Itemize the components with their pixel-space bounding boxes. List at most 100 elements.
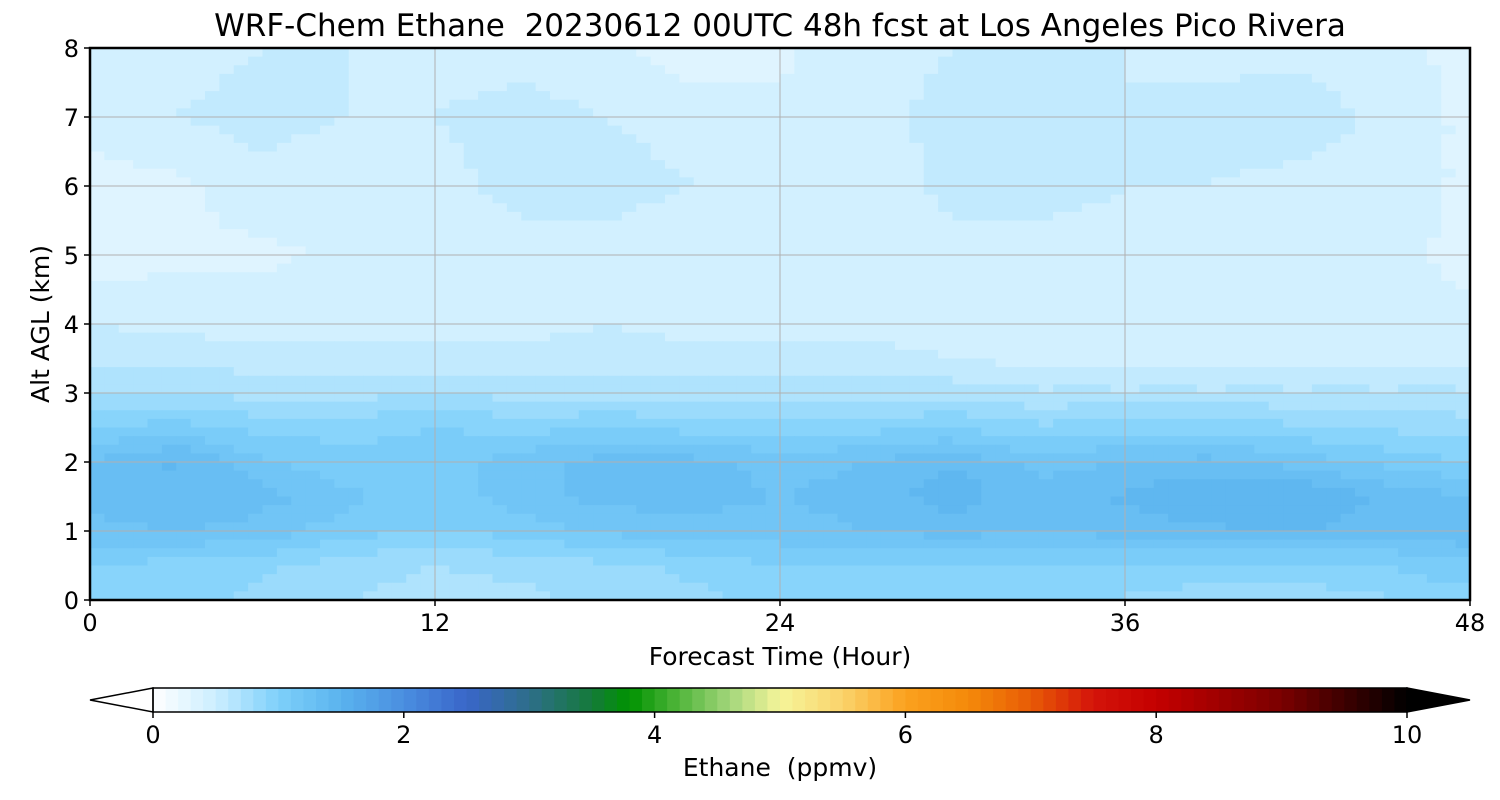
heat-cell [219,160,235,170]
heat-cell [1182,315,1198,325]
heat-cell [794,177,810,187]
heat-cell [722,289,738,299]
heat-cell [851,272,867,282]
heat-cell [104,142,120,153]
heat-cell [219,56,235,66]
heat-cell [564,48,580,58]
heat-cell [751,479,767,489]
heat-cell [1326,324,1342,334]
heat-cell [1254,186,1270,196]
heat-cell [578,453,594,463]
heat-cell [736,453,752,463]
heat-cell [363,151,379,161]
heat-cell [320,65,335,75]
heat-cell [895,410,910,420]
heat-cell [219,315,235,325]
heat-cell [205,203,220,213]
heat-cell [995,436,1011,446]
heat-cell [420,186,436,196]
heat-cell [1125,82,1140,92]
heat-cell [535,65,551,75]
heat-cell [593,82,609,92]
heat-cell [1010,237,1025,247]
heat-cell [1125,324,1140,334]
heat-cell [262,306,278,316]
heat-cell [104,160,120,170]
heat-cell [593,220,609,230]
heat-cell [147,349,163,360]
heat-cell [535,91,551,101]
heat-cell [1412,427,1428,437]
heat-cell [981,289,997,299]
heat-cell [205,384,220,394]
heat-cell [823,99,839,109]
heat-cell [1297,125,1313,135]
heat-cell [90,479,105,489]
heat-cell [1225,367,1241,377]
heat-cell [1254,462,1270,472]
heat-cell [708,255,724,265]
heat-cell [909,263,925,273]
heat-cell [650,401,666,411]
heat-cell [693,462,709,472]
heat-cell [521,289,537,299]
heat-cell [463,246,479,256]
heat-cell [118,298,134,308]
heat-cell [118,272,134,282]
heat-cell [1196,263,1212,273]
heat-cell [133,246,149,256]
heat-cell [866,479,882,489]
heat-cell [161,177,177,187]
heat-cell [377,418,393,429]
heat-cell [1067,453,1083,463]
heat-cell [118,65,134,75]
heat-cell [334,298,350,308]
heat-cell [1053,203,1069,213]
heat-cell [607,280,623,291]
heat-cell [449,82,465,92]
heat-cell [1067,315,1083,325]
heat-cell [650,263,666,273]
heat-cell [435,246,450,256]
heat-cell [104,487,120,498]
heat-cell [1153,384,1169,394]
heat-cell [1067,82,1083,92]
heat-cell [866,82,882,92]
heat-cell [808,358,824,368]
heat-cell [1010,332,1025,342]
heat-cell [1283,211,1299,222]
heat-cell [851,436,867,446]
heat-cell [1139,401,1155,411]
heat-cell [1225,280,1241,291]
heat-cell [952,91,968,101]
heat-cell [780,168,795,178]
heat-cell [1311,384,1327,394]
heat-cell [895,401,910,411]
heat-cell [420,280,436,291]
heat-cell [1110,306,1126,316]
heat-cell [391,203,407,213]
heat-cell [248,82,264,92]
heat-cell [679,453,695,463]
heat-cell [205,401,220,411]
heat-cell [1355,393,1370,403]
heat-cell [837,280,853,291]
heat-cell [305,177,321,187]
heat-cell [708,91,724,101]
heat-cell [1053,125,1069,135]
heat-cell [291,65,307,75]
heat-cell [708,444,724,454]
heat-cell [1110,151,1126,161]
heat-cell [233,108,249,118]
heat-cell [1053,168,1069,178]
heat-cell [262,393,278,403]
heat-cell [823,479,839,489]
heat-cell [794,65,810,75]
heat-cell [406,82,422,92]
heat-cell [1110,289,1126,299]
heat-cell [1053,246,1069,256]
heat-cell [1383,168,1399,178]
heat-cell [1024,427,1040,437]
heat-cell [1283,117,1299,127]
heat-cell [1182,99,1198,109]
